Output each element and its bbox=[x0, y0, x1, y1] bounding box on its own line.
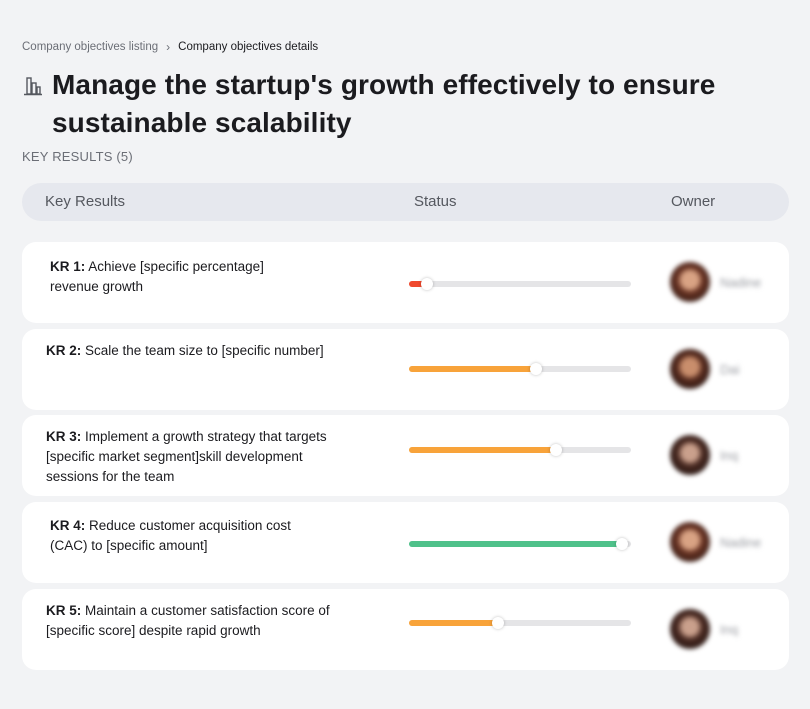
key-result-text: KR 5: Maintain a customer satisfaction s… bbox=[46, 601, 330, 641]
owner-cell[interactable]: Nadine bbox=[670, 522, 761, 562]
key-result-id: KR 5: bbox=[46, 603, 82, 618]
progress-knob bbox=[420, 278, 433, 290]
key-result-text: KR 3: Implement a growth strategy that t… bbox=[46, 427, 327, 487]
owner-name: Nadine bbox=[720, 534, 762, 550]
progress-knob bbox=[529, 363, 542, 375]
column-header-status: Status bbox=[414, 193, 457, 210]
progress-bar bbox=[409, 538, 631, 550]
column-header-owner: Owner bbox=[671, 193, 716, 210]
key-result-line: [specific score] despite rapid growth bbox=[46, 623, 261, 638]
owner-name: Nadine bbox=[720, 274, 762, 290]
key-result-line: sessions for the team bbox=[46, 469, 175, 484]
progress-fill bbox=[409, 366, 536, 372]
owner-cell[interactable]: Inq bbox=[670, 609, 738, 649]
progress-bar bbox=[409, 363, 631, 375]
key-result-text: KR 2: Scale the team size to [specific n… bbox=[46, 341, 324, 361]
owner-cell[interactable]: Inq bbox=[670, 435, 738, 475]
breadcrumb: Company objectives listing › Company obj… bbox=[22, 40, 318, 54]
key-result-line: revenue growth bbox=[50, 279, 144, 294]
key-result-row[interactable]: KR 5: Maintain a customer satisfaction s… bbox=[22, 589, 789, 670]
progress-knob bbox=[491, 617, 504, 629]
key-result-line: Scale the team size to [specific number] bbox=[85, 343, 324, 358]
key-result-line: (CAC) to [specific amount] bbox=[50, 538, 208, 553]
owner-name: Dai bbox=[720, 361, 740, 377]
owner-name: Inq bbox=[720, 621, 739, 637]
key-result-line: Reduce customer acquisition cost bbox=[89, 518, 291, 533]
key-result-row[interactable]: KR 1: Achieve [specific percentage] reve… bbox=[22, 242, 789, 323]
owner-cell[interactable]: Dai bbox=[670, 349, 740, 389]
building-chart-icon bbox=[24, 77, 42, 96]
key-result-line: Achieve [specific percentage] bbox=[88, 259, 264, 274]
owner-name: Inq bbox=[720, 447, 739, 463]
progress-bar bbox=[409, 444, 631, 456]
table-header: Key Results Status Owner bbox=[22, 183, 789, 221]
page-title-line-1: Manage the startup's growth effectively … bbox=[52, 69, 716, 100]
progress-knob bbox=[549, 444, 562, 456]
progress-fill bbox=[409, 281, 427, 287]
key-result-id: KR 4: bbox=[50, 518, 86, 533]
avatar bbox=[670, 349, 710, 389]
breadcrumb-current: Company objectives details bbox=[178, 41, 319, 53]
key-result-row[interactable]: KR 4: Reduce customer acquisition cost (… bbox=[22, 502, 789, 583]
avatar bbox=[670, 609, 710, 649]
avatar bbox=[670, 262, 710, 302]
breadcrumb-separator: › bbox=[166, 40, 171, 54]
progress-bar bbox=[409, 617, 631, 629]
breadcrumb-parent-link[interactable]: Company objectives listing bbox=[22, 41, 159, 53]
column-header-key-results: Key Results bbox=[45, 193, 126, 210]
progress-bar bbox=[409, 278, 631, 290]
page-title-line-2: sustainable scalability bbox=[52, 107, 352, 138]
progress-knob bbox=[616, 538, 629, 550]
key-result-id: KR 2: bbox=[46, 343, 82, 358]
key-result-text: KR 1: Achieve [specific percentage] reve… bbox=[50, 257, 264, 297]
key-result-text: KR 4: Reduce customer acquisition cost (… bbox=[50, 516, 291, 556]
key-result-id: KR 3: bbox=[46, 429, 82, 444]
progress-fill bbox=[409, 541, 623, 547]
progress-fill bbox=[409, 447, 556, 453]
avatar bbox=[670, 522, 710, 562]
key-results-count: KEY RESULTS (5) bbox=[22, 149, 133, 164]
key-result-id: KR 1: bbox=[50, 259, 86, 274]
key-result-line: Maintain a customer satisfaction score o… bbox=[85, 603, 330, 618]
page-title: Manage the startup's growth effectively … bbox=[52, 66, 715, 142]
objective-header: Manage the startup's growth effectively … bbox=[22, 66, 770, 142]
avatar bbox=[670, 435, 710, 475]
progress-fill bbox=[409, 620, 498, 626]
key-result-row[interactable]: KR 2: Scale the team size to [specific n… bbox=[22, 329, 789, 410]
owner-cell[interactable]: Nadine bbox=[670, 262, 761, 302]
key-result-line: Implement a growth strategy that targets bbox=[85, 429, 327, 444]
key-result-row[interactable]: KR 3: Implement a growth strategy that t… bbox=[22, 415, 789, 496]
key-result-line: [specific market segment]skill developme… bbox=[46, 449, 303, 464]
